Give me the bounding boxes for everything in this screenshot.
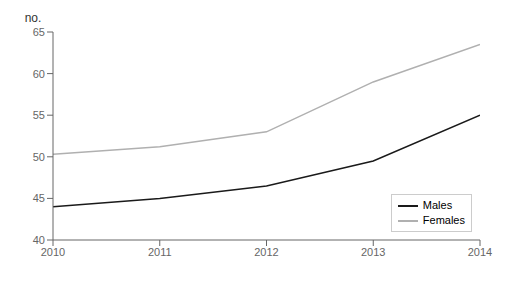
svg-text:65: 65 [33, 26, 45, 38]
svg-text:60: 60 [33, 68, 45, 80]
svg-text:55: 55 [33, 109, 45, 121]
svg-text:2014: 2014 [468, 246, 492, 258]
svg-text:no.: no. [25, 11, 42, 25]
svg-text:40: 40 [33, 234, 45, 246]
svg-text:2010: 2010 [41, 246, 65, 258]
svg-text:2013: 2013 [361, 246, 385, 258]
html-text:Females: Females [422, 214, 465, 226]
html-text:Males: Males [422, 199, 453, 211]
svg-text:50: 50 [33, 151, 45, 163]
svg-text:45: 45 [33, 192, 45, 204]
svg-text:2011: 2011 [148, 246, 172, 258]
svg-text:2012: 2012 [254, 246, 278, 258]
